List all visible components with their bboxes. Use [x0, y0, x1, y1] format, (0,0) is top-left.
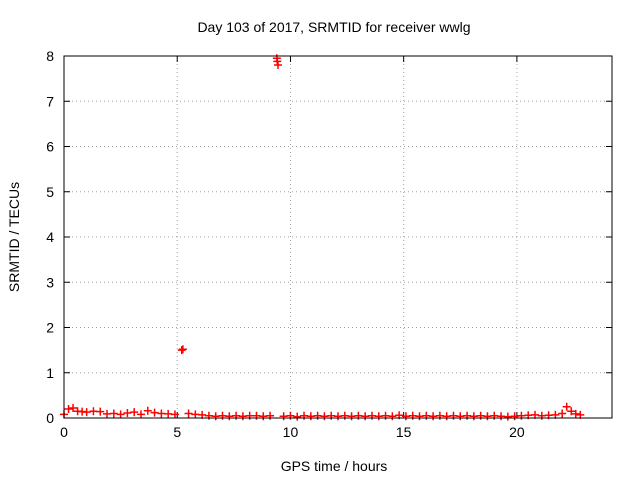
data-point: [347, 412, 356, 421]
data-point: [157, 409, 166, 418]
data-point: [558, 409, 567, 418]
data-point: [96, 407, 105, 416]
data-point: [551, 410, 560, 419]
data-point: [150, 408, 159, 417]
data-point: [456, 412, 465, 421]
data-point: [531, 410, 540, 419]
data-point: [571, 409, 580, 418]
data-point: [238, 412, 247, 421]
data-point: [415, 412, 424, 421]
data-point: [69, 404, 78, 413]
x-tick-label: 20: [509, 424, 525, 440]
data-point: [429, 412, 438, 421]
y-tick-label: 1: [46, 365, 54, 381]
grid-layer: [64, 56, 612, 418]
y-tick-label: 4: [46, 229, 54, 245]
data-point: [266, 411, 275, 420]
data-point: [64, 404, 73, 413]
data-point: [361, 412, 370, 421]
y-tick-label: 0: [46, 410, 54, 426]
data-point: [442, 412, 451, 421]
data-point: [567, 407, 576, 416]
data-point: [273, 61, 282, 70]
data-point: [286, 411, 295, 420]
data-point: [320, 412, 329, 421]
y-tick-label: 7: [46, 93, 54, 109]
data-point: [184, 409, 193, 418]
data-point: [170, 410, 179, 419]
data-point: [143, 406, 152, 415]
data-point: [306, 412, 315, 421]
x-tick-label: 0: [60, 424, 68, 440]
y-tick-label: 5: [46, 184, 54, 200]
data-point: [123, 409, 132, 418]
data-point: [82, 408, 91, 417]
tick-layer: [63, 55, 612, 419]
data-point: [401, 412, 410, 421]
tick-label-layer: 0 5 10 15 20 0 1 2 3 4 5 6 7 8: [46, 48, 525, 440]
data-point: [211, 412, 220, 421]
y-tick-label: 6: [46, 139, 54, 155]
data-point: [177, 346, 186, 355]
y-tick-label: 2: [46, 320, 54, 336]
data-point: [576, 410, 585, 419]
data-point: [130, 408, 139, 417]
data-point: [497, 412, 506, 421]
data-point: [483, 412, 492, 421]
data-point: [469, 412, 478, 421]
x-tick-label: 15: [396, 424, 412, 440]
data-point: [89, 407, 98, 416]
x-tick-label: 5: [173, 424, 181, 440]
plot-frame: [63, 55, 613, 419]
data-point: [279, 412, 288, 421]
x-tick-label: 10: [283, 424, 299, 440]
data-point: [178, 345, 187, 354]
data-point: [562, 402, 571, 411]
data-point: [198, 410, 207, 419]
data-point: [374, 412, 383, 421]
data-point: [259, 412, 268, 421]
data-point: [164, 409, 173, 418]
data-point: [191, 410, 200, 419]
y-tick-label: 8: [46, 48, 54, 64]
data-point: [388, 412, 397, 421]
data-points: [60, 54, 585, 421]
y-axis-label: SRMTID / TECUs: [6, 182, 22, 292]
data-point: [503, 412, 512, 421]
data-point: [116, 410, 125, 419]
data-point: [103, 409, 112, 418]
data-point: [225, 412, 234, 421]
y-tick-label: 3: [46, 274, 54, 290]
data-point: [136, 410, 145, 419]
data-point: [109, 409, 118, 418]
data-point: [510, 412, 519, 421]
chart-title: Day 103 of 2017, SRMTID for receiver wwl…: [197, 19, 470, 35]
x-axis-label: GPS time / hours: [281, 458, 388, 474]
data-point: [293, 412, 302, 421]
data-point: [334, 412, 342, 421]
